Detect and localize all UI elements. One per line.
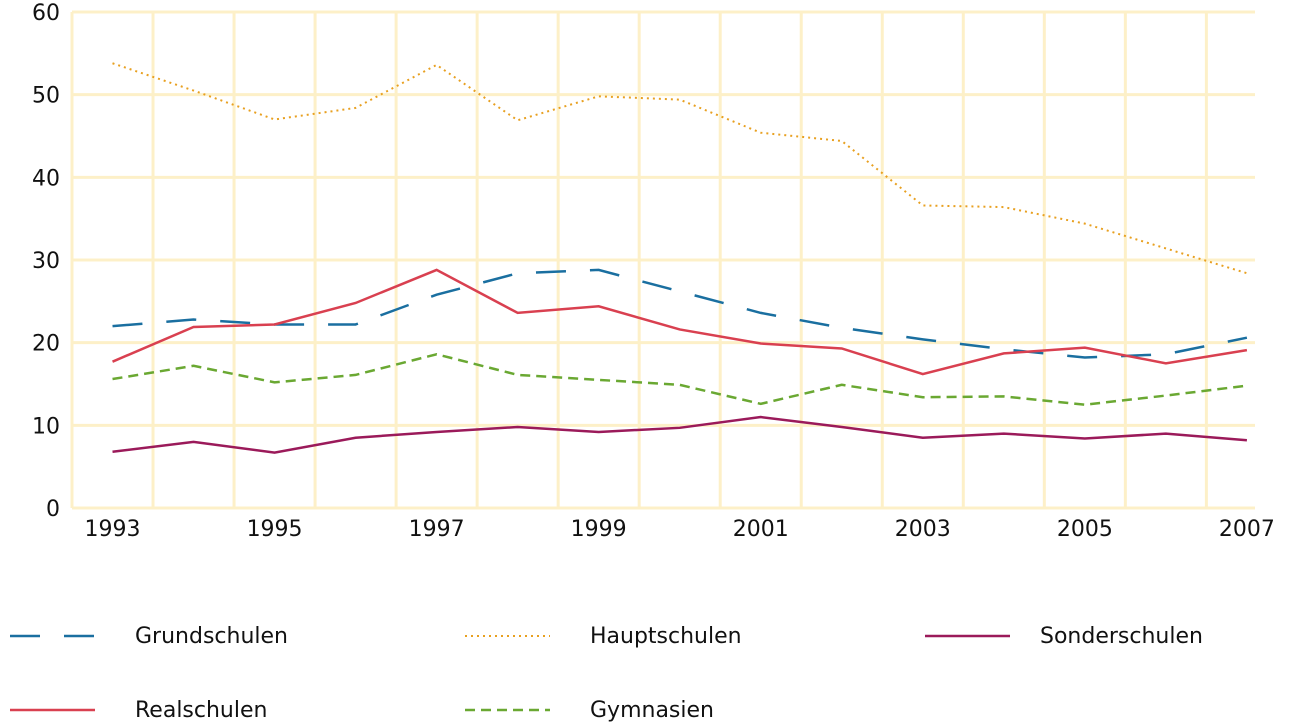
legend-label: Realschulen <box>135 698 267 723</box>
x-tick-label: 2003 <box>895 517 951 542</box>
legend-label: Gymnasien <box>590 698 714 723</box>
series-line <box>112 415 1247 454</box>
series-line <box>112 268 1248 376</box>
x-tick-label: 1995 <box>247 517 303 542</box>
y-tick-label: 50 <box>32 84 60 109</box>
series-line <box>112 268 1248 359</box>
legend-label: Hauptschulen <box>590 624 742 649</box>
x-tick-label: 1993 <box>85 517 141 542</box>
x-tick-label: 2007 <box>1219 517 1275 542</box>
y-tick-label: 10 <box>32 414 60 439</box>
y-tick-label: 0 <box>46 497 60 522</box>
y-tick-label: 30 <box>32 249 60 274</box>
x-tick-label: 1997 <box>409 517 465 542</box>
x-tick-label: 1999 <box>571 517 627 542</box>
x-tick-label: 2001 <box>733 517 789 542</box>
series-line <box>112 352 1248 406</box>
legend-label: Grundschulen <box>135 624 288 649</box>
y-tick-label: 40 <box>32 166 60 191</box>
series-line <box>112 62 1248 275</box>
y-tick-label: 60 <box>32 1 60 26</box>
x-tick-label: 2005 <box>1057 517 1113 542</box>
legend-label: Sonderschulen <box>1040 624 1203 649</box>
y-tick-label: 20 <box>32 332 60 357</box>
